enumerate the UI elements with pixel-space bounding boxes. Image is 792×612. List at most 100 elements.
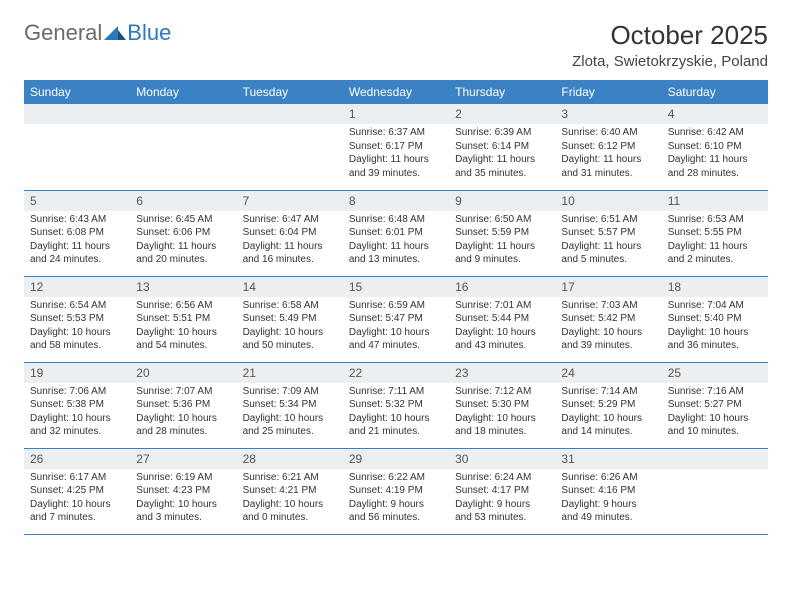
sunrise-text: Sunrise: 6:40 AM — [561, 126, 655, 140]
sunrise-text: Sunrise: 6:26 AM — [561, 471, 655, 485]
day-number: 5 — [24, 191, 130, 211]
page-header: General Blue October 2025 Zlota, Swietok… — [24, 20, 768, 70]
sunset-text: Sunset: 5:29 PM — [561, 398, 655, 412]
calendar-day-cell — [130, 104, 236, 190]
day-detail: Sunrise: 7:04 AMSunset: 5:40 PMDaylight:… — [662, 297, 768, 359]
sunset-text: Sunset: 4:23 PM — [136, 484, 230, 498]
calendar-day-cell: 11Sunrise: 6:53 AMSunset: 5:55 PMDayligh… — [662, 190, 768, 276]
day-detail: Sunrise: 7:14 AMSunset: 5:29 PMDaylight:… — [555, 383, 661, 445]
calendar-day-cell: 28 Sunrise: 6:21 AMSunset: 4:21 PMDayligh… — [237, 448, 343, 534]
daylight-text: Daylight: 11 hours and 39 minutes. — [349, 153, 443, 180]
sunset-text: Sunset: 4:16 PM — [561, 484, 655, 498]
day-number: 16 — [449, 277, 555, 297]
calendar-day-cell: 30Sunrise: 6:24 AMSunset: 4:17 PMDayligh… — [449, 448, 555, 534]
sunrise-text: Sunrise: 7:04 AM — [668, 299, 762, 313]
day-detail: Sunrise: 6:24 AMSunset: 4:17 PMDaylight:… — [449, 469, 555, 531]
brand-part2: Blue — [127, 20, 171, 46]
day-detail: Sunrise: 7:09 AMSunset: 5:34 PMDaylight:… — [237, 383, 343, 445]
daylight-text: Daylight: 10 hours and 7 minutes. — [30, 498, 124, 525]
sunrise-text: Sunrise: 6:56 AM — [136, 299, 230, 313]
day-detail: Sunrise: 7:16 AMSunset: 5:27 PMDaylight:… — [662, 383, 768, 445]
day-number: 11 — [662, 191, 768, 211]
day-number: 2 — [449, 104, 555, 124]
day-detail: Sunrise: 6:47 AMSunset: 6:04 PMDaylight:… — [237, 211, 343, 273]
calendar-week-row: 26Sunrise: 6:17 AMSunset: 4:25 PMDayligh… — [24, 448, 768, 534]
calendar-week-row: 1Sunrise: 6:37 AMSunset: 6:17 PMDaylight… — [24, 104, 768, 190]
sunset-text: Sunset: 4:19 PM — [349, 484, 443, 498]
sunrise-text: Sunrise: 6:19 AM — [136, 471, 230, 485]
sunrise-text: Sunrise: 7:03 AM — [561, 299, 655, 313]
day-detail: Sunrise: 6:48 AMSunset: 6:01 PMDaylight:… — [343, 211, 449, 273]
day-detail: Sunrise: 6:42 AMSunset: 6:10 PMDaylight:… — [662, 124, 768, 186]
day-number: 26 — [24, 449, 130, 469]
sunset-text: Sunset: 4:21 PM — [243, 484, 337, 498]
day-detail: Sunrise: 7:07 AMSunset: 5:36 PMDaylight:… — [130, 383, 236, 445]
day-detail: Sunrise: 6:50 AMSunset: 5:59 PMDaylight:… — [449, 211, 555, 273]
daylight-text: Daylight: 10 hours and 43 minutes. — [455, 326, 549, 353]
day-detail: Sunrise: 7:11 AMSunset: 5:32 PMDaylight:… — [343, 383, 449, 445]
calendar-week-row: 5Sunrise: 6:43 AMSunset: 6:08 PMDaylight… — [24, 190, 768, 276]
day-number: 27 — [130, 449, 236, 469]
sunrise-text: Sunrise: 6:47 AM — [243, 213, 337, 227]
calendar-day-cell: 6Sunrise: 6:45 AMSunset: 6:06 PMDaylight… — [130, 190, 236, 276]
daylight-text: Daylight: 10 hours and 0 minutes. — [243, 498, 337, 525]
calendar-day-cell: 2Sunrise: 6:39 AMSunset: 6:14 PMDaylight… — [449, 104, 555, 190]
day-number: 7 — [237, 191, 343, 211]
calendar-day-cell: 29Sunrise: 6:22 AMSunset: 4:19 PMDayligh… — [343, 448, 449, 534]
sunset-text: Sunset: 5:51 PM — [136, 312, 230, 326]
calendar-day-cell — [662, 448, 768, 534]
sunrise-text: Sunrise: 6:21 AM — [243, 471, 337, 485]
weekday-header: Sunday — [24, 80, 130, 104]
sunset-text: Sunset: 5:57 PM — [561, 226, 655, 240]
sunset-text: Sunset: 5:36 PM — [136, 398, 230, 412]
sunset-text: Sunset: 5:40 PM — [668, 312, 762, 326]
sunrise-text: Sunrise: 6:59 AM — [349, 299, 443, 313]
calendar-day-cell: 27Sunrise: 6:19 AMSunset: 4:23 PMDayligh… — [130, 448, 236, 534]
daylight-text: Daylight: 10 hours and 54 minutes. — [136, 326, 230, 353]
weekday-header: Tuesday — [237, 80, 343, 104]
day-number: 30 — [449, 449, 555, 469]
sunset-text: Sunset: 6:06 PM — [136, 226, 230, 240]
calendar-day-cell: 26Sunrise: 6:17 AMSunset: 4:25 PMDayligh… — [24, 448, 130, 534]
calendar-day-cell: 17Sunrise: 7:03 AMSunset: 5:42 PMDayligh… — [555, 276, 661, 362]
month-title: October 2025 — [572, 20, 768, 51]
sunset-text: Sunset: 5:34 PM — [243, 398, 337, 412]
day-detail: Sunrise: 7:06 AMSunset: 5:38 PMDaylight:… — [24, 383, 130, 445]
daylight-text: Daylight: 10 hours and 28 minutes. — [136, 412, 230, 439]
calendar-day-cell: 20Sunrise: 7:07 AMSunset: 5:36 PMDayligh… — [130, 362, 236, 448]
calendar-day-cell: 8Sunrise: 6:48 AMSunset: 6:01 PMDaylight… — [343, 190, 449, 276]
day-number: 13 — [130, 277, 236, 297]
day-detail: Sunrise: 6:19 AMSunset: 4:23 PMDaylight:… — [130, 469, 236, 531]
calendar-day-cell: 24Sunrise: 7:14 AMSunset: 5:29 PMDayligh… — [555, 362, 661, 448]
weekday-header: Friday — [555, 80, 661, 104]
sunrise-text: Sunrise: 6:17 AM — [30, 471, 124, 485]
day-number — [662, 449, 768, 469]
calendar-day-cell: 21Sunrise: 7:09 AMSunset: 5:34 PMDayligh… — [237, 362, 343, 448]
daylight-text: Daylight: 11 hours and 5 minutes. — [561, 240, 655, 267]
daylight-text: Daylight: 11 hours and 31 minutes. — [561, 153, 655, 180]
daylight-text: Daylight: 10 hours and 39 minutes. — [561, 326, 655, 353]
day-detail: Sunrise: 6:43 AMSunset: 6:08 PMDaylight:… — [24, 211, 130, 273]
calendar-day-cell: 31Sunrise: 6:26 AMSunset: 4:16 PMDayligh… — [555, 448, 661, 534]
sunset-text: Sunset: 5:27 PM — [668, 398, 762, 412]
calendar-week-row: 19Sunrise: 7:06 AMSunset: 5:38 PMDayligh… — [24, 362, 768, 448]
sunrise-text: Sunrise: 7:11 AM — [349, 385, 443, 399]
sunrise-text: Sunrise: 6:45 AM — [136, 213, 230, 227]
sunset-text: Sunset: 5:47 PM — [349, 312, 443, 326]
daylight-text: Daylight: 10 hours and 3 minutes. — [136, 498, 230, 525]
calendar-day-cell — [237, 104, 343, 190]
day-number: 22 — [343, 363, 449, 383]
sunrise-text: Sunrise: 7:07 AM — [136, 385, 230, 399]
day-number: 3 — [555, 104, 661, 124]
sunrise-text: Sunrise: 6:22 AM — [349, 471, 443, 485]
day-number — [237, 104, 343, 124]
sunrise-text: Sunrise: 6:53 AM — [668, 213, 762, 227]
day-number: 6 — [130, 191, 236, 211]
day-number: 29 — [343, 449, 449, 469]
calendar-table: Sunday Monday Tuesday Wednesday Thursday… — [24, 80, 768, 535]
sunset-text: Sunset: 5:30 PM — [455, 398, 549, 412]
day-detail: Sunrise: 6:53 AMSunset: 5:55 PMDaylight:… — [662, 211, 768, 273]
calendar-body: 1Sunrise: 6:37 AMSunset: 6:17 PMDaylight… — [24, 104, 768, 534]
day-number: 18 — [662, 277, 768, 297]
day-number: 28 — [237, 449, 343, 469]
